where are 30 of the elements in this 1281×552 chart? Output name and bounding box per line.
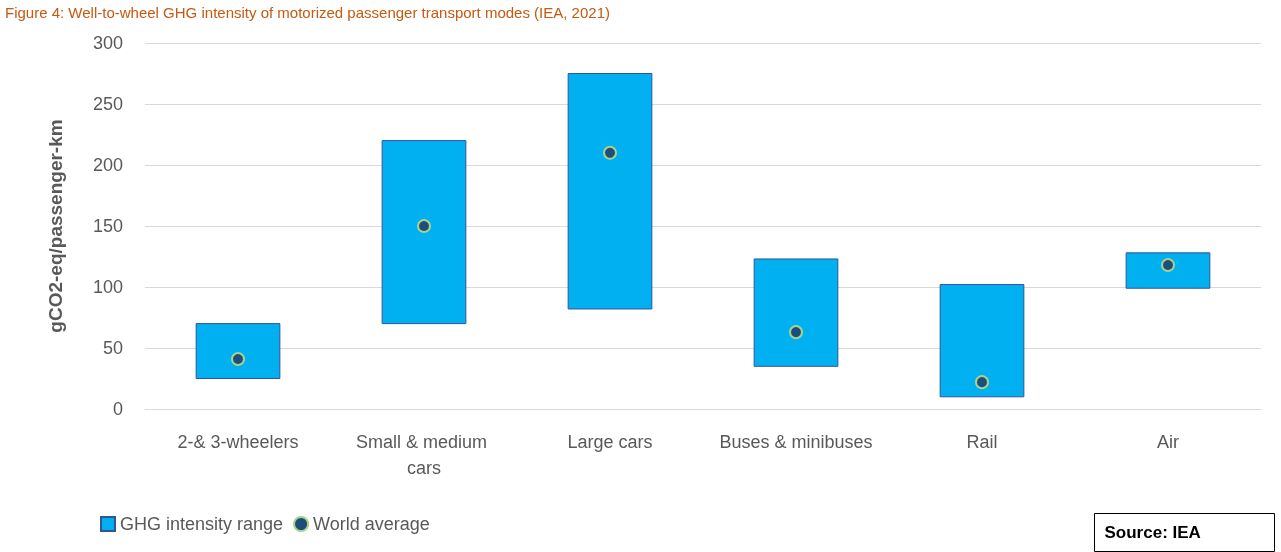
x-tick-label: Rail xyxy=(966,432,998,452)
bar xyxy=(381,140,467,325)
point xyxy=(417,219,431,233)
y-tick-label: 0 xyxy=(112,399,123,419)
x-tick-label: Large cars xyxy=(567,432,653,452)
y-tick-label: 200 xyxy=(92,155,123,175)
y-axis-title: gCO2-eq/passenger-km xyxy=(45,119,66,333)
x-tick-label: Air xyxy=(1157,432,1179,452)
bar xyxy=(939,284,1025,398)
point xyxy=(789,325,803,340)
point xyxy=(603,145,617,160)
point xyxy=(231,351,245,366)
legend-label: GHG intensity range xyxy=(120,514,284,534)
y-tick-label: 100 xyxy=(92,277,123,297)
bar xyxy=(567,73,653,310)
x-tick-label: 2-& 3-wheelers xyxy=(177,432,299,452)
y-tick-label: 300 xyxy=(92,33,123,53)
bar xyxy=(195,323,281,379)
x-tick-label: Buses & minibuses xyxy=(719,432,873,452)
x-tick-label: Small & medium cars xyxy=(355,432,493,478)
bar xyxy=(753,258,839,367)
y-tick-label: 150 xyxy=(92,216,123,236)
source-note: Source: IEA xyxy=(1104,522,1201,542)
bar xyxy=(1125,252,1211,289)
y-tick-label: 250 xyxy=(92,94,123,114)
chart-title: Figure 4: Well-to-wheel GHG intensity of motorized passenger transport modes (IEA, 2021) xyxy=(5,4,610,21)
y-tick-label: 50 xyxy=(102,338,123,358)
legend-label: World average xyxy=(313,514,430,534)
point xyxy=(975,375,989,390)
point xyxy=(1161,258,1175,273)
